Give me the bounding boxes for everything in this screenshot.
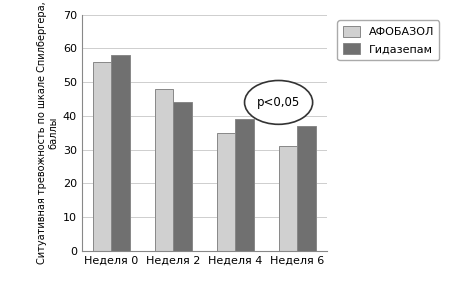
Bar (297, 126, 316, 251)
Bar (93, 62, 111, 251)
Ellipse shape (245, 81, 313, 124)
Bar (173, 102, 192, 251)
Bar (155, 89, 173, 251)
Y-axis label: Ситуативная тревожность по шкале Спилбергера,
баллы: Ситуативная тревожность по шкале Спилбер… (37, 1, 59, 264)
Text: p<0,05: p<0,05 (257, 96, 300, 109)
Bar (111, 55, 130, 251)
Bar (217, 133, 235, 251)
Legend: АФОБАЗОЛ, Гидазепам: АФОБАЗОЛ, Гидазепам (337, 20, 439, 60)
Bar (235, 119, 254, 251)
Bar (279, 146, 297, 251)
